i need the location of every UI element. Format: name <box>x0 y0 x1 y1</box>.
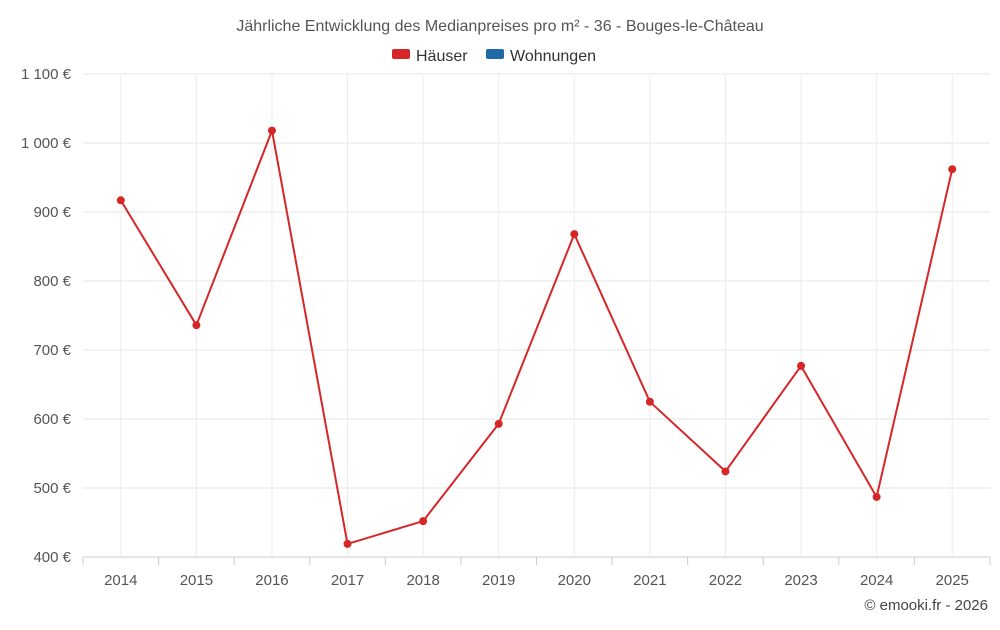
data-point <box>872 492 881 501</box>
x-tick-label: 2025 <box>936 572 969 589</box>
x-tick-label: 2017 <box>331 572 364 589</box>
y-tick-label: 600 € <box>33 411 71 428</box>
x-tick-label: 2023 <box>784 572 817 589</box>
y-tick-label: 1 000 € <box>21 135 72 152</box>
data-point <box>267 126 276 135</box>
legend-swatch <box>392 49 410 59</box>
y-tick-label: 1 100 € <box>21 66 72 83</box>
x-tick-label: 2015 <box>180 572 213 589</box>
grid <box>83 73 990 557</box>
legend-label: Wohnungen <box>510 48 596 65</box>
y-tick-label: 900 € <box>33 204 71 221</box>
legend: Häuser Wohnungen <box>392 48 596 65</box>
y-axis: 400 € 500 € 600 € 700 € 800 € 900 € 1 000 € 1 1… <box>21 66 72 566</box>
legend-label: Häuser <box>416 48 468 65</box>
x-tick-label: 2014 <box>104 572 137 589</box>
data-point <box>494 419 503 428</box>
y-tick-label: 800 € <box>33 273 71 290</box>
y-tick-label: 700 € <box>33 342 71 359</box>
x-tick-label: 2024 <box>860 572 893 589</box>
data-point <box>116 196 125 205</box>
series-layer <box>116 126 957 548</box>
credit-text: © emooki.fr - 2026 <box>864 597 988 614</box>
x-tick-label: 2022 <box>709 572 742 589</box>
data-point <box>797 361 806 370</box>
data-point <box>721 467 730 476</box>
x-tick-label: 2016 <box>255 572 288 589</box>
y-tick-label: 500 € <box>33 480 71 497</box>
legend-swatch <box>486 49 504 59</box>
x-axis: 2014 2015 2016 2017 2018 2019 2020 2021 2022 2023… <box>82 556 991 589</box>
data-point <box>645 397 654 406</box>
series-line-haeuser <box>119 129 954 545</box>
x-tick-label: 2021 <box>633 572 666 589</box>
y-tick-label: 400 € <box>33 549 71 566</box>
data-point <box>570 230 579 239</box>
x-tick-label: 2018 <box>406 572 439 589</box>
x-tick-label: 2019 <box>482 572 515 589</box>
data-point <box>948 165 957 174</box>
data-point <box>192 321 201 330</box>
x-tick-label: 2020 <box>558 572 591 589</box>
chart-title: Jährliche Entwicklung des Medianpreises … <box>236 18 763 35</box>
data-point <box>419 517 428 526</box>
data-point <box>343 539 352 548</box>
